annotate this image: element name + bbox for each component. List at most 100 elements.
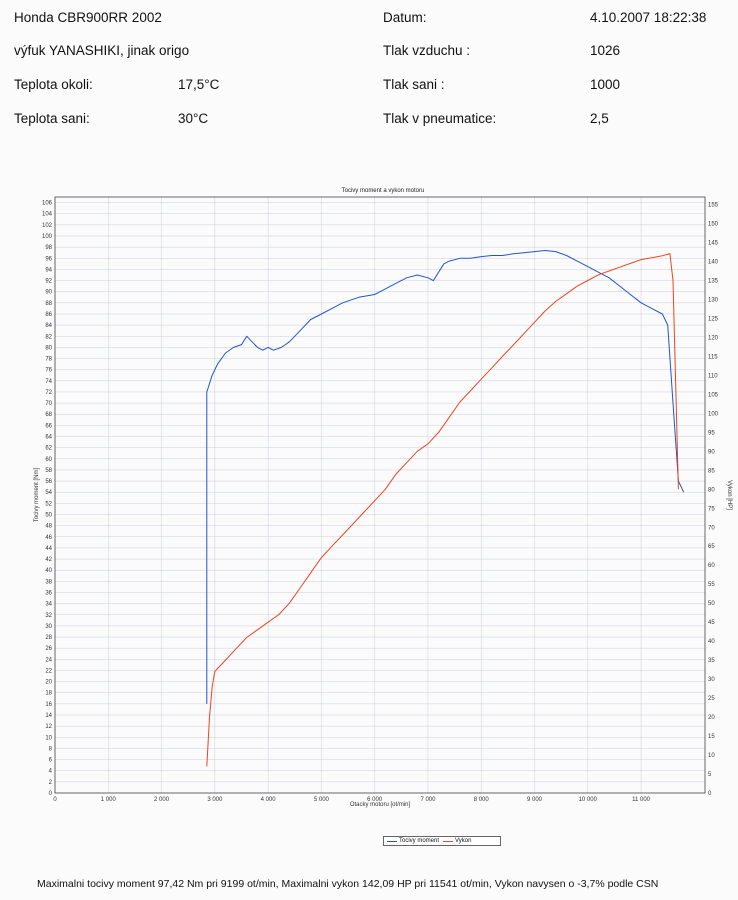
date-value: 4.10.2007 18:22:38: [590, 10, 707, 25]
x-axis-ticks: 0 1 000 2 000 3 000 4 000 5 000 6 000 7 000 8 00…: [53, 797, 650, 803]
y-tick-label: 90: [45, 290, 52, 296]
y-tick-label: 56: [45, 479, 52, 485]
plot-frame: [54, 196, 706, 794]
chart-legend: Tocivy moment Vykon: [383, 836, 501, 846]
legend-item-power: Vykon: [443, 838, 471, 844]
y2-tick-label: 15: [708, 734, 715, 740]
x-tick-label: 6 000: [367, 797, 383, 803]
y-tick-label: 22: [45, 668, 52, 674]
y-tick-label: 102: [42, 223, 53, 229]
y2-tick-label: 80: [708, 487, 715, 493]
chart-title: Tocivy moment a vykon motoru: [342, 188, 425, 194]
ambient-temp-value: 17,5°C: [178, 77, 220, 92]
y-tick-label: 76: [45, 368, 52, 374]
y2-tick-label: 20: [708, 715, 715, 721]
y-tick-label: 10: [45, 735, 52, 741]
y-tick-label: 4: [49, 769, 53, 775]
date-label: Datum:: [383, 10, 427, 25]
y2-tick-label: 30: [708, 677, 715, 683]
y-tick-label: 8: [49, 746, 53, 752]
y2-tick-label: 40: [708, 639, 715, 645]
y-tick-label: 66: [45, 423, 52, 429]
intake-temp-label: Teplota sani:: [14, 111, 90, 126]
x-tick-label: 9 000: [527, 797, 543, 803]
y2-tick-label: 50: [708, 601, 715, 607]
y-tick-label: 80: [45, 345, 52, 351]
y-tick-label: 42: [45, 557, 52, 563]
y-tick-label: 36: [45, 590, 52, 596]
y2-tick-label: 25: [708, 696, 715, 702]
intake-temp-value: 30°C: [178, 111, 209, 126]
y2-tick-label: 115: [708, 354, 718, 360]
legend-swatch-torque: [387, 840, 397, 842]
torque-series-line: [206, 250, 685, 704]
y-tick-label: 84: [45, 323, 52, 329]
y-tick-label: 58: [45, 468, 52, 474]
ambient-temp-label: Teplota okoli:: [14, 77, 93, 92]
power-series-line: [206, 253, 679, 767]
legend-label-torque: Tocivy moment: [399, 838, 440, 844]
y-tick-label: 104: [42, 212, 53, 218]
chart-grid: [54, 197, 705, 794]
y-tick-label: 26: [45, 646, 52, 652]
y-axis-ticks: 0246810121416182022242628303234363840424…: [42, 201, 53, 797]
y-tick-label: 12: [45, 724, 52, 730]
x-tick-label: 8 000: [474, 797, 490, 803]
y2-tick-label: 85: [708, 468, 715, 474]
y-tick-label: 78: [45, 357, 52, 363]
x-tick-label: 5 000: [314, 797, 330, 803]
y-tick-label: 16: [45, 702, 52, 708]
summary-footer: Maximalni tocivy moment 97,42 Nm pri 919…: [37, 878, 659, 890]
y2-tick-label: 70: [708, 525, 715, 531]
y2-tick-label: 90: [708, 449, 715, 455]
y2-tick-label: 145: [708, 241, 719, 247]
y-tick-label: 50: [45, 512, 52, 518]
y-tick-label: 54: [45, 490, 52, 496]
y2-tick-label: 65: [708, 544, 715, 550]
x-tick-label: 0: [53, 797, 57, 803]
air-pressure-value: 1026: [590, 43, 621, 58]
y-tick-label: 34: [45, 602, 52, 608]
y2-tick-label: 45: [708, 620, 715, 626]
y-tick-label: 96: [45, 256, 52, 262]
y2-tick-label: 100: [708, 411, 719, 417]
y-axis-label: Tocivy moment [Nm]: [34, 467, 40, 522]
y-tick-label: 70: [45, 401, 52, 407]
y-tick-label: 64: [45, 435, 52, 441]
intake-pressure-value: 1000: [590, 77, 621, 92]
y-tick-label: 46: [45, 535, 52, 541]
y-tick-label: 18: [45, 691, 52, 697]
y2-tick-label: 0: [708, 791, 712, 797]
x-tick-label: 4 000: [261, 797, 277, 803]
y-tick-label: 100: [42, 234, 53, 240]
y-tick-label: 28: [45, 635, 52, 641]
y-tick-label: 2: [49, 780, 53, 786]
y2-tick-label: 35: [708, 658, 715, 664]
x-tick-label: 2 000: [154, 797, 170, 803]
y2-tick-label: 140: [708, 260, 719, 266]
dyno-chart: Tocivy moment a vykon motoru 0 2 46 8 10 12 14…: [34, 188, 732, 808]
y2-axis-ticks: 0 5 10 15 20 25 30 35 40 45 50 55 60 65 70 75 80 85 90 95 10…: [708, 203, 719, 797]
y-tick-label: 14: [45, 713, 52, 719]
tire-pressure-label: Tlak v pneumatice:: [383, 111, 497, 126]
y2-tick-label: 60: [708, 563, 715, 569]
y-tick-label: 86: [45, 312, 52, 318]
tire-pressure-value: 2,5: [590, 111, 609, 126]
y-tick-label: 74: [45, 379, 52, 385]
y-tick-label: 40: [45, 568, 52, 574]
y2-tick-label: 130: [708, 297, 719, 303]
air-pressure-label: Tlak vzduchu :: [383, 43, 471, 58]
y-tick-label: 60: [45, 457, 52, 463]
x-tick-label: 1 000: [101, 797, 117, 803]
y-tick-label: 62: [45, 446, 52, 452]
y2-tick-label: 110: [708, 373, 718, 379]
y-tick-label: 98: [45, 245, 52, 251]
x-axis-label: Otacky motoru [ot/min]: [350, 802, 411, 808]
y2-tick-label: 155: [708, 203, 719, 209]
legend-swatch-power: [443, 840, 454, 842]
y2-tick-label: 5: [708, 772, 712, 778]
y2-tick-label: 105: [708, 392, 719, 398]
y-tick-label: 44: [45, 546, 52, 552]
y-tick-label: 0: [49, 791, 53, 797]
y-tick-label: 82: [45, 334, 52, 340]
